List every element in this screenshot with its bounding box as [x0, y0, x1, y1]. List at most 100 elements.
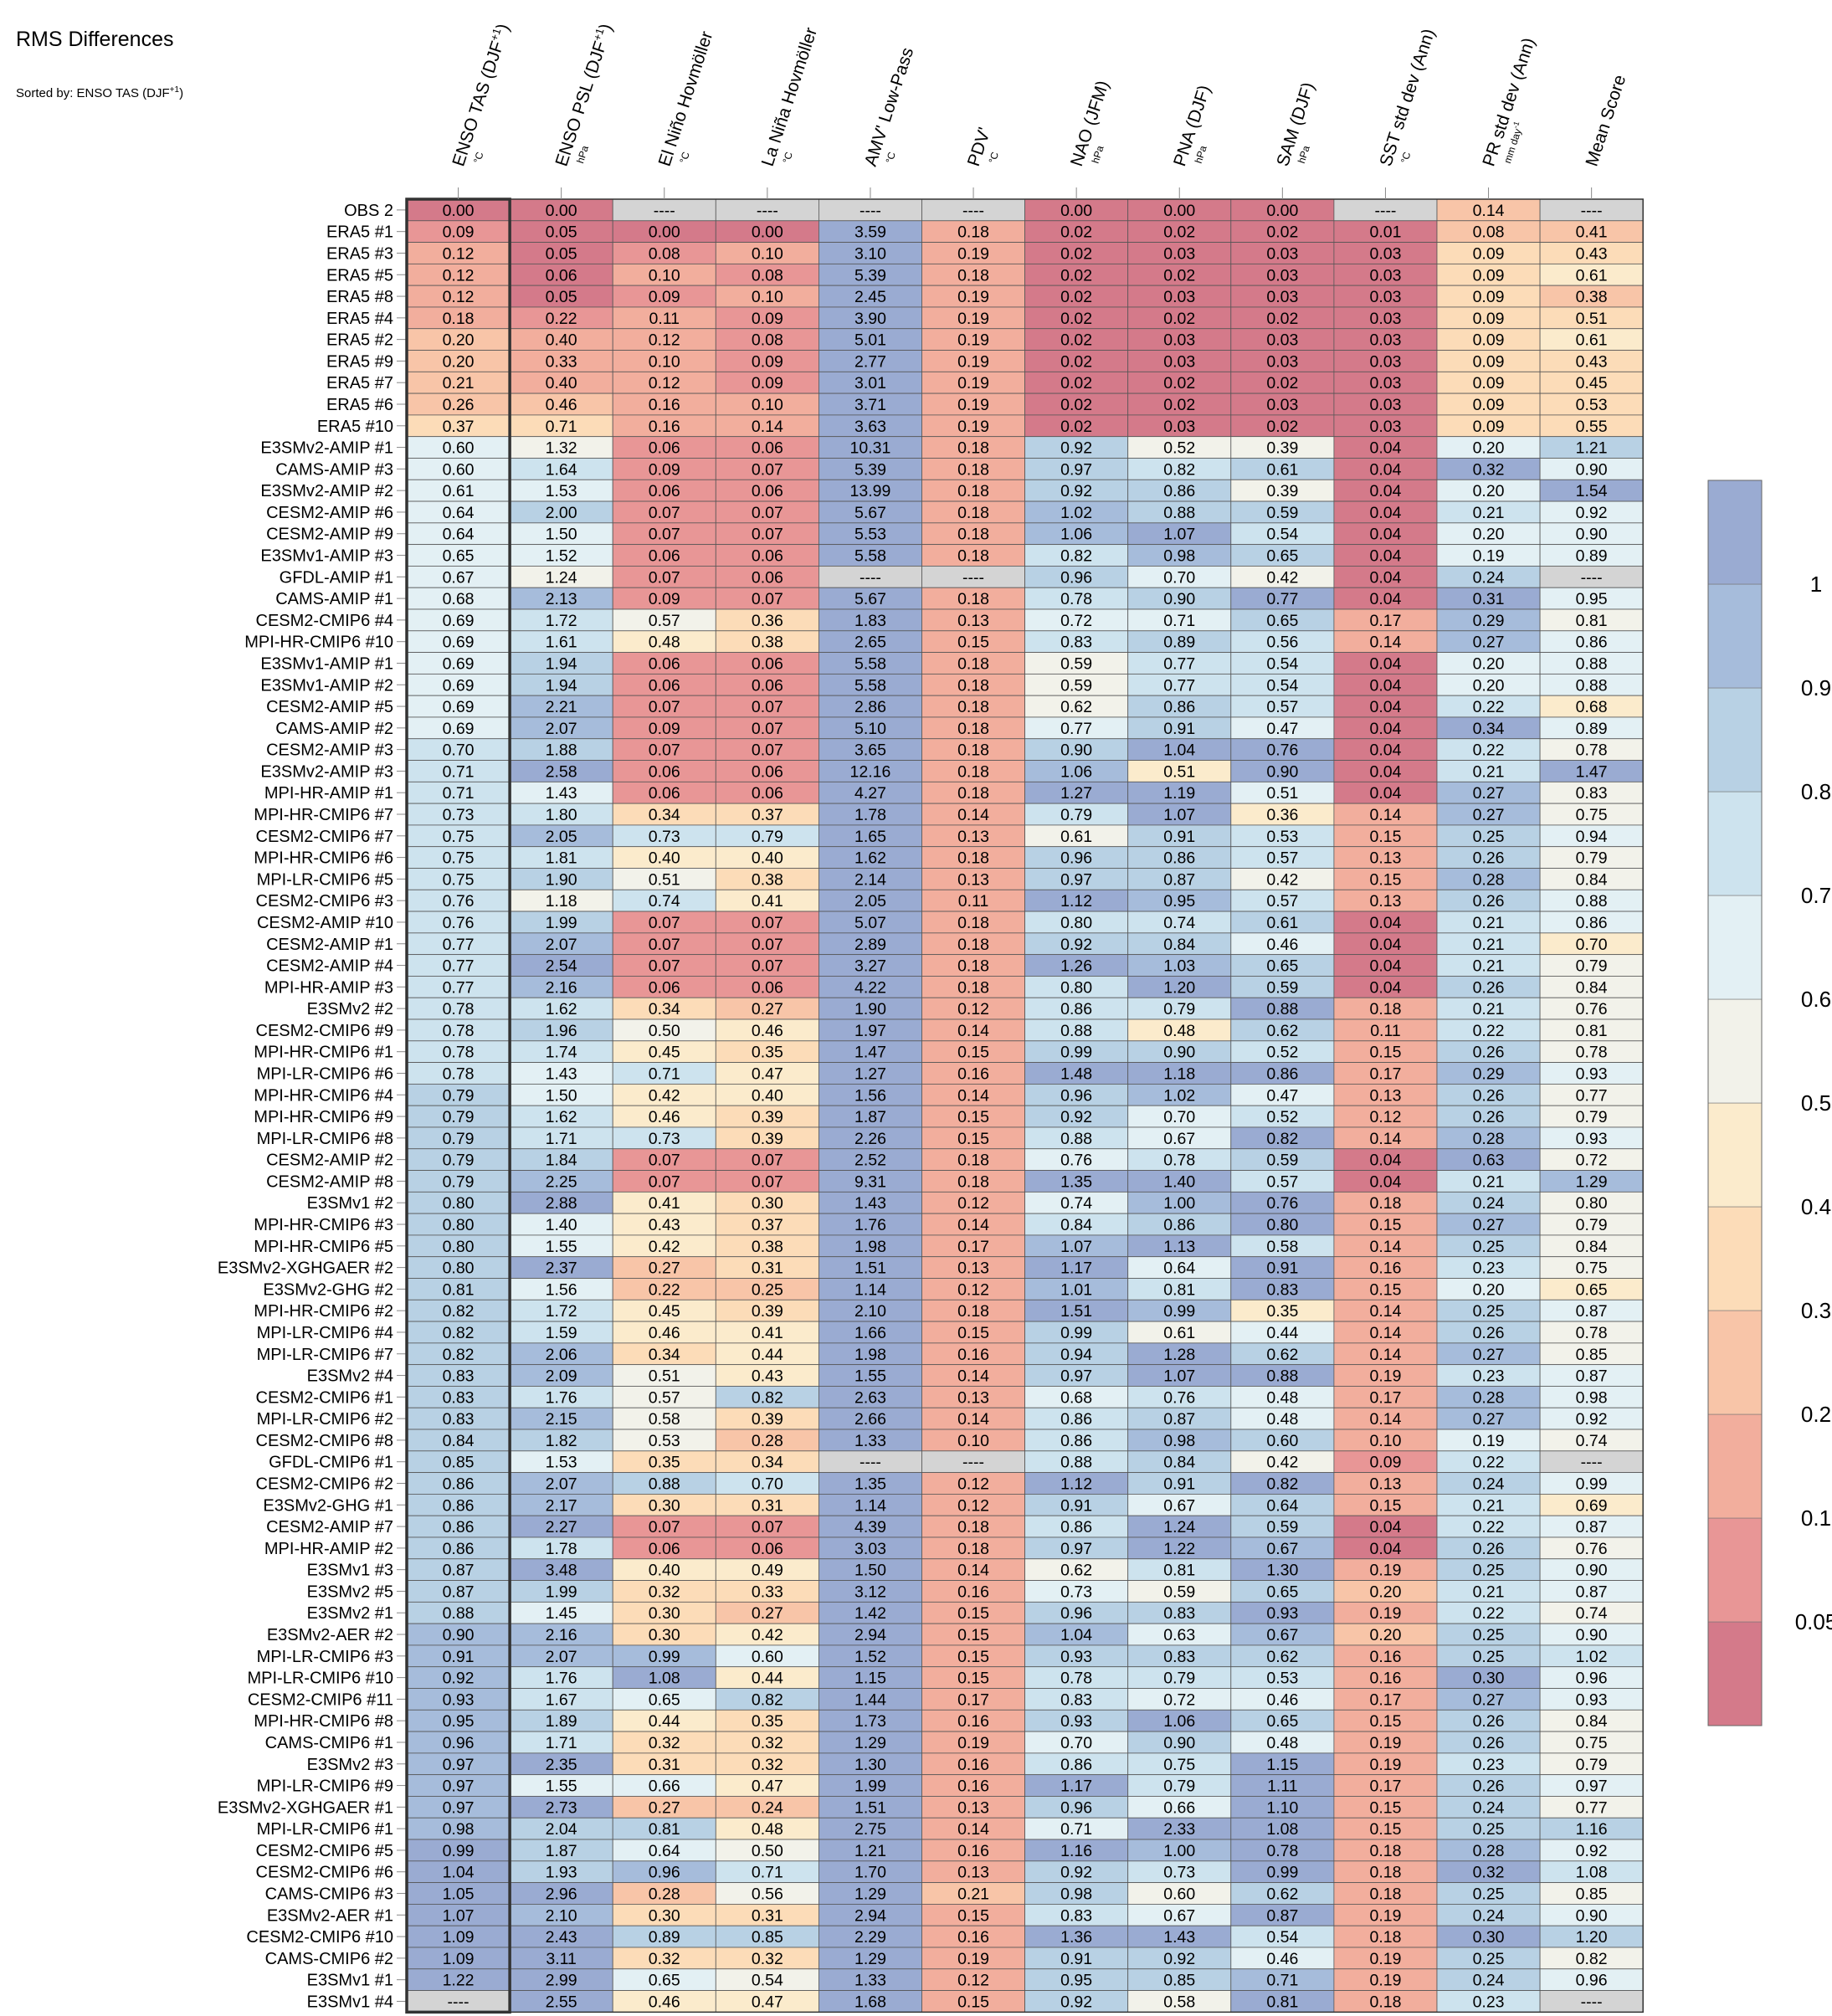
cell-value: 0.79 [1163, 1000, 1195, 1018]
cell-value: 0.20 [1369, 1626, 1401, 1644]
cell-value: 0.98 [1060, 1885, 1092, 1904]
cell-value: 0.30 [1473, 1670, 1505, 1688]
heatmap-cell [1230, 1213, 1335, 1236]
cell-value: 1.55 [546, 1238, 577, 1256]
row-label: MPI-HR-CMIP6 #10 [244, 634, 393, 652]
cell-value: 1.15 [854, 1670, 886, 1688]
row-label: MPI-HR-CMIP6 #7 [254, 806, 393, 824]
cell-value: 0.18 [957, 914, 989, 932]
heatmap-cell [1436, 479, 1541, 502]
cell-value: 0.15 [1369, 828, 1401, 846]
cell-value: 0.67 [1163, 1130, 1195, 1148]
cell-value: 0.00 [443, 202, 475, 220]
cell-value: 0.15 [957, 1044, 989, 1062]
cell-value: 0.57 [649, 612, 680, 630]
heatmap-cell [612, 911, 716, 934]
cell-value: 0.24 [1473, 1194, 1505, 1213]
heatmap-cell [1230, 479, 1335, 502]
cell-value: 0.07 [649, 1152, 680, 1170]
cell-value: 0.87 [1576, 1367, 1608, 1386]
cell-value: 0.84 [1163, 1454, 1195, 1472]
heatmap-cell [1436, 306, 1541, 330]
cell-value: 0.84 [443, 1432, 475, 1450]
cell-value: 0.46 [546, 396, 577, 414]
row-label: MPI-LR-CMIP6 #7 [257, 1346, 393, 1364]
cell-value: 0.11 [1370, 1022, 1401, 1040]
cell-value: 1.22 [443, 1972, 475, 1990]
cell-value: 0.82 [1163, 460, 1195, 479]
row-label: E3SMv2 #2 [307, 1000, 393, 1018]
heatmap-cell [406, 198, 511, 222]
cell-value: 0.07 [649, 1518, 680, 1536]
cell-value: 0.07 [649, 914, 680, 932]
cell-value: 0.40 [752, 1086, 783, 1105]
cell-value: 0.81 [1576, 612, 1608, 630]
cell-value: 1.27 [1060, 784, 1092, 803]
heatmap-cell [1024, 652, 1129, 675]
cell-value: 0.39 [752, 1108, 783, 1126]
heatmap-cell [1127, 1170, 1232, 1193]
cell-value: 0.28 [649, 1885, 680, 1904]
heatmap-cell [1127, 781, 1232, 804]
cell-value: 0.27 [1473, 784, 1505, 803]
cell-value: 0.90 [1266, 762, 1298, 781]
heatmap-cell [1127, 479, 1232, 502]
cell-value: 0.92 [443, 1670, 475, 1688]
heatmap-cell [1333, 479, 1438, 502]
heatmap-cell [1436, 285, 1541, 308]
column-label: AMV' Low-Pass [861, 45, 917, 168]
cell-value: 0.03 [1266, 244, 1298, 263]
heatmap-cell [406, 695, 511, 718]
heatmap-cell [715, 1213, 819, 1236]
column-unit: °C [883, 150, 898, 164]
heatmap-cell [1539, 716, 1644, 740]
row-label: MPI-LR-CMIP6 #5 [257, 870, 393, 889]
cell-value: 0.17 [957, 1238, 989, 1256]
heatmap-cell [406, 1256, 511, 1279]
cell-value: 1.24 [546, 568, 577, 587]
cell-value: 0.21 [957, 1885, 989, 1904]
cell-value: 0.63 [1473, 1152, 1505, 1170]
heatmap-cell [1436, 371, 1541, 394]
cell-value: 0.30 [649, 1496, 680, 1515]
cell-value: 0.68 [1576, 698, 1608, 716]
cell-value: 0.40 [752, 849, 783, 868]
cell-value: 0.78 [1060, 1670, 1092, 1688]
cell-value: 0.73 [649, 1130, 680, 1148]
heatmap-cell [406, 1364, 511, 1387]
heatmap-cell [612, 566, 716, 588]
cell-value: 0.64 [1163, 1259, 1195, 1278]
cell-value: 0.03 [1266, 352, 1298, 371]
colorbar-tick-label: 0.5 [1801, 1090, 1831, 1116]
cell-value: 2.13 [546, 590, 577, 608]
cell-value: 0.69 [443, 612, 475, 630]
heatmap-cell [406, 1299, 511, 1322]
cell-value: 0.06 [649, 1540, 680, 1558]
cell-value: 0.87 [1163, 870, 1195, 889]
cell-value: 0.72 [1576, 1152, 1608, 1170]
cell-value: 0.81 [1576, 1022, 1608, 1040]
cell-value: 0.39 [1266, 482, 1298, 500]
heatmap-cell [921, 436, 1025, 459]
cell-value: 0.54 [1266, 654, 1298, 673]
cell-value: 1.52 [854, 1648, 886, 1666]
heatmap-cell [509, 997, 613, 1020]
cell-value: 0.75 [1576, 1734, 1608, 1752]
cell-value: 0.16 [649, 396, 680, 414]
cell-value: 0.44 [649, 1712, 680, 1731]
heatmap-cell [1333, 1191, 1438, 1214]
row-label: ERA5 #7 [326, 374, 393, 392]
cell-value: 0.18 [957, 957, 989, 976]
cell-value: 0.52 [1266, 1044, 1298, 1062]
cell-value: 3.27 [854, 957, 886, 976]
cell-value: 1.27 [854, 1064, 886, 1083]
heatmap-cell [406, 1342, 511, 1366]
cell-value: 0.38 [1576, 288, 1608, 306]
heatmap-cell [509, 1148, 613, 1171]
cell-value: 0.76 [1266, 741, 1298, 760]
heatmap-cell [1127, 673, 1232, 696]
column-unit: °C [780, 150, 795, 164]
cell-value: 0.34 [1473, 720, 1505, 738]
cell-value: 0.04 [1369, 741, 1401, 760]
heatmap-cell [1230, 198, 1335, 222]
